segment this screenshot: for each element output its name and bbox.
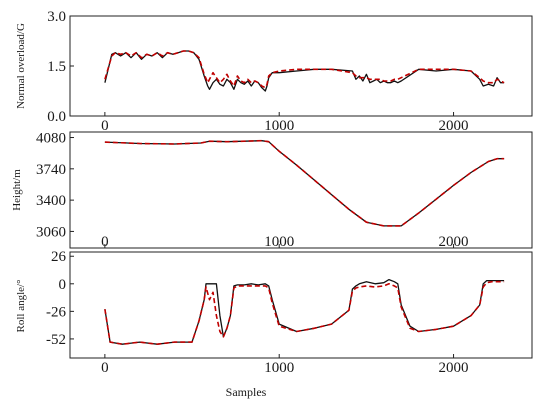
series-line-1 [104,280,505,345]
panel-height: 0 1000 2000 3060 3400 3740 4080 Height/m [11,131,533,250]
y-axis-label: Normal overload/G [15,23,27,109]
panel-normal-overload: 0 1000 2000 0.0 1.5 3.0 Normal overload/G [15,9,533,134]
x-tick-label: 0 [101,118,109,134]
y-tick-label: 0 [59,277,67,293]
x-tick-label: 0 [101,360,109,376]
panel-roll-angle: 0 1000 2000 -52 -26 0 26 Roll angle/° Samples [15,249,533,399]
plot-frame [69,131,533,249]
y-tick-label: 3740 [36,162,66,178]
y-tick-label: 3.0 [47,9,66,25]
y-tick-label: 3060 [36,224,66,240]
y-tick-label: -26 [46,304,66,320]
y-axis-label: Roll angle/° [15,280,27,333]
y-axis-label: Height/m [11,169,23,211]
series-line-0 [104,50,505,92]
x-tick-label: 1000 [264,234,294,250]
series-line-1 [104,139,505,227]
x-tick-label: 2000 [439,360,469,376]
x-axis-label: Samples [226,385,267,399]
x-tick-label: 1000 [264,118,294,134]
y-tick-label: 1.5 [47,59,66,75]
series-line-1 [104,50,505,89]
series-line-0 [104,278,505,345]
plot-frame [69,15,533,117]
plot-frame [69,251,533,359]
x-tick-label: 2000 [439,234,469,250]
y-tick-label: 4080 [36,131,66,147]
y-tick-label: 3400 [36,193,66,209]
x-tick-label: 0 [101,234,109,250]
y-tick-label: 26 [51,249,67,265]
y-tick-label: 0.0 [47,109,66,125]
x-tick-label: 1000 [264,360,294,376]
series-line-0 [104,140,505,227]
x-tick-label: 2000 [439,118,469,134]
y-tick-label: -52 [46,332,66,348]
